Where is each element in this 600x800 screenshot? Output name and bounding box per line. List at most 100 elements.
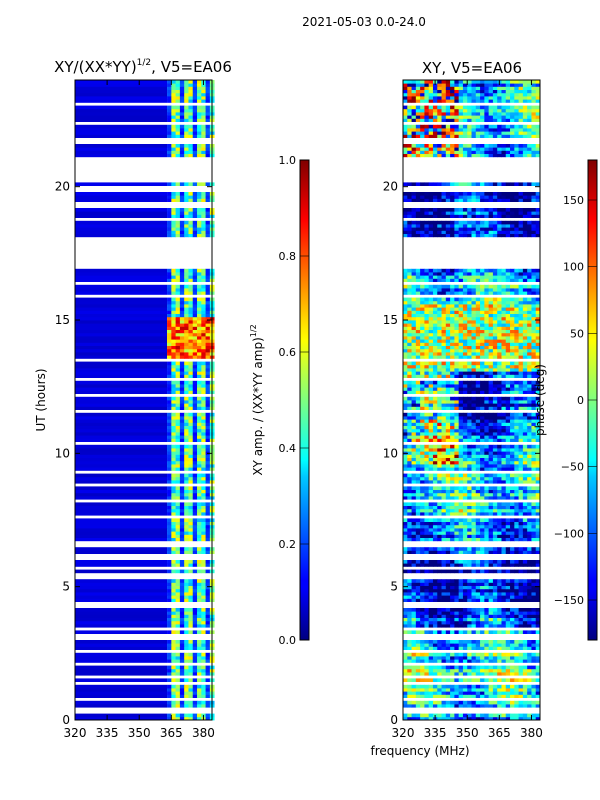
phase-cell [415,451,421,455]
phase-cell [407,688,412,692]
phase-cell [475,480,481,484]
phase-cell [531,700,537,705]
amplitude-cell [188,153,194,158]
phase-cell [505,512,511,516]
phase-cell [407,428,412,433]
amplitude-cell [167,384,172,388]
amplitude-cell [175,371,181,375]
phase-cell [505,614,511,618]
phase-cell [450,345,455,350]
phase-cell [458,460,464,465]
phase-cell [424,361,430,366]
amplitude-cell [179,416,185,420]
amplitude-cell [175,598,181,602]
amplitude-cell [179,364,185,369]
phase-cell [454,320,460,324]
phase-cell [510,643,515,647]
phase-cell [454,473,460,478]
amplitude-cell [167,448,172,452]
phase-cell [488,668,494,673]
amplitude-cell [179,230,185,234]
phase-cell [458,716,464,721]
amplitude-cell [75,608,168,612]
amplitude-cell [192,406,198,410]
phase-cell [420,316,425,321]
phase-cell [462,384,468,388]
phase-cell [424,672,430,676]
amplitude-cell [197,489,202,494]
phase-cell [518,425,524,430]
phase-cell [484,380,490,385]
phase-cell [450,432,455,436]
phase-cell [475,611,481,615]
phase-cell [475,380,481,385]
phase-cell [424,598,430,602]
phase-cell [497,390,502,394]
amplitude-cell [175,307,181,311]
phase-cell [527,569,532,574]
amplitude-cell [201,336,206,340]
amplitude-cell [184,611,189,615]
phase-cell [501,672,507,676]
phase-cell [407,492,412,497]
amplitude-cell [197,422,202,426]
phase-cell [432,480,438,484]
amplitude-cell [167,336,172,340]
phase-cell [518,582,524,586]
amplitude-cell [75,448,168,452]
amplitude-cell [205,342,211,346]
amplitude-cell [197,521,202,526]
amplitude-cell [201,480,206,484]
phase-cell [488,444,494,449]
amplitude-cell [205,432,211,436]
phase-cell [535,716,541,721]
amplitude-cell [175,345,181,350]
phase-cell [467,665,472,670]
phase-cell [497,659,502,663]
phase-cell [535,454,541,458]
phase-cell [527,412,532,417]
phase-cell [450,384,455,388]
phase-cell [458,518,464,522]
phase-cell [424,620,430,625]
phase-cell [411,486,417,490]
phase-cell [510,585,515,590]
phase-cell [501,608,507,612]
amplitude-cell [184,464,189,468]
phase-cell [420,531,425,535]
phase-cell [407,700,412,705]
phase-cell [432,451,438,455]
amplitude-cell [184,316,189,321]
amplitude-cell [205,144,211,148]
phase-cell [428,569,434,574]
phase-cell [445,339,451,343]
phase-cell [454,380,460,385]
amplitude-cell [171,524,177,529]
amplitude-cell [192,630,198,634]
phase-cell [514,656,519,660]
phase-cell [467,406,472,410]
phase-cell [424,412,430,417]
phase-cell [407,454,412,458]
phase-cell [424,505,430,510]
phase-cell [428,678,434,682]
amplitude-cell [188,112,194,116]
phase-cell [484,352,490,356]
phase-cell [445,528,451,532]
amplitude-cell [188,547,194,551]
phase-cell [475,492,481,497]
phase-cell [450,640,455,644]
amplitude-cell [197,502,202,506]
phase-cell [454,512,460,516]
phase-cell [488,691,494,695]
amplitude-cell [197,464,202,468]
phase-cell [428,585,434,590]
phase-cell [467,342,472,346]
phase-cell [411,396,417,401]
phase-cell [411,448,417,452]
phase-cell [403,419,408,423]
phase-cell [492,387,498,391]
phase-cell [518,326,524,330]
phase-cell [415,307,421,311]
phase-cell [497,489,502,494]
